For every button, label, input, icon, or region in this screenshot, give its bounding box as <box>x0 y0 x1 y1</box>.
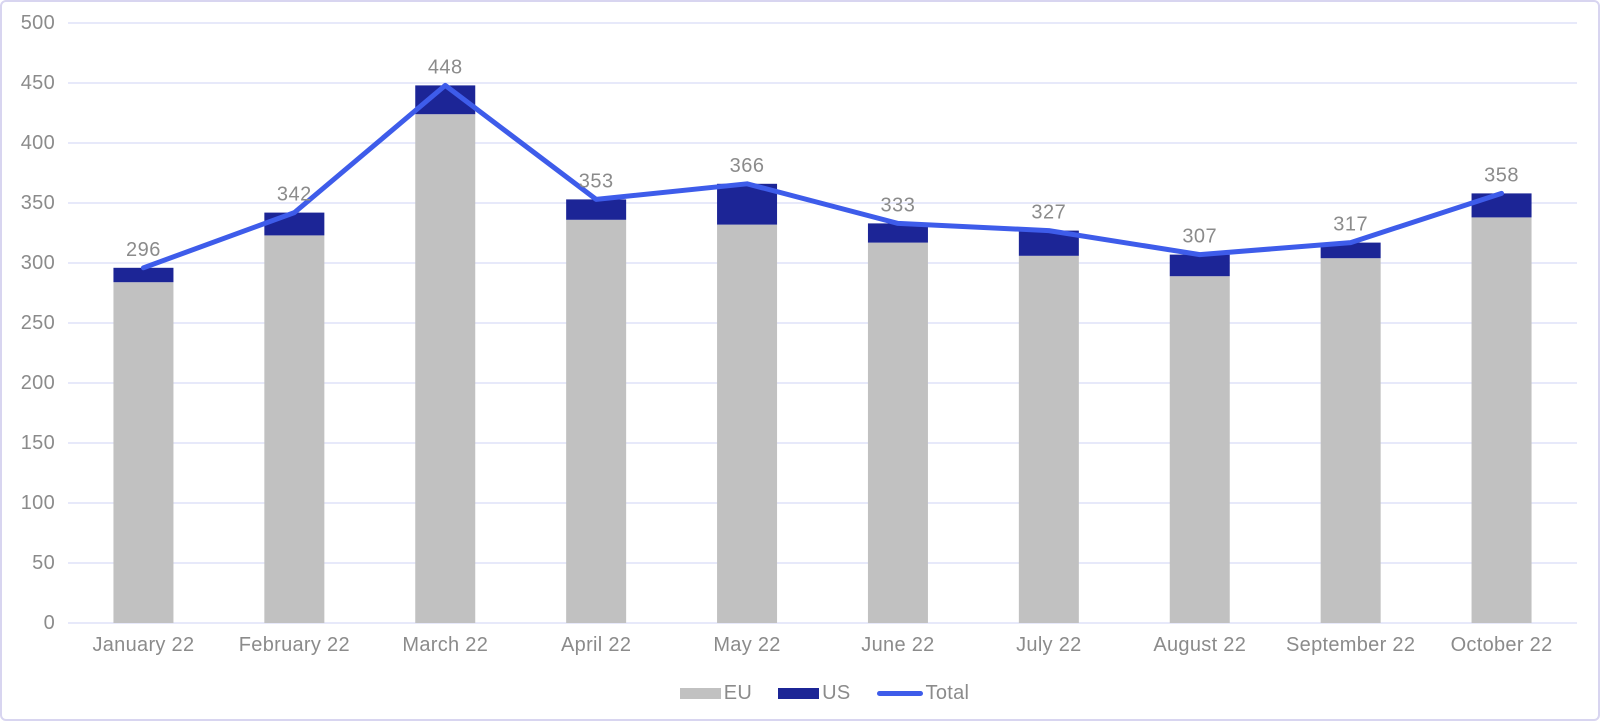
x-label-august-22: August 22 <box>1153 634 1246 656</box>
data-label-september-22: 317 <box>1333 214 1368 236</box>
legend-swatch-total <box>876 690 923 696</box>
y-tick-label-250: 250 <box>21 312 55 334</box>
y-tick-label-500: 500 <box>21 12 55 34</box>
data-label-january-22: 296 <box>126 239 161 261</box>
data-label-may-22: 366 <box>730 155 765 177</box>
data-label-march-22: 448 <box>428 56 463 78</box>
data-label-july-22: 327 <box>1031 202 1066 224</box>
y-tick-label-50: 50 <box>32 552 55 574</box>
x-label-march-22: March 22 <box>402 634 488 656</box>
legend-swatch-eu <box>679 687 721 699</box>
bar-us-january-22 <box>113 267 174 283</box>
y-tick-label-0: 0 <box>44 612 55 634</box>
bar-us-september-22 <box>1320 242 1381 259</box>
bar-eu-august-22 <box>1169 276 1230 623</box>
y-tick-label-150: 150 <box>21 432 55 454</box>
x-label-september-22: September 22 <box>1286 634 1415 656</box>
legend-item-total[interactable]: Total <box>876 682 970 704</box>
y-tick-label-350: 350 <box>21 192 55 214</box>
legend-item-us[interactable]: US <box>778 683 850 703</box>
bar-eu-march-22 <box>415 114 476 623</box>
bar-eu-october-22 <box>1471 217 1532 623</box>
x-label-april-22: April 22 <box>561 634 631 656</box>
bar-us-february-22 <box>264 212 325 236</box>
data-label-february-22: 342 <box>277 184 312 206</box>
legend-label-us: US <box>822 682 851 704</box>
y-tick-label-450: 450 <box>21 72 55 94</box>
legend-item-eu[interactable]: EU <box>679 682 753 704</box>
bar-us-april-22 <box>566 199 627 220</box>
legend-label-eu: EU <box>723 682 753 704</box>
data-label-august-22: 307 <box>1182 226 1217 248</box>
x-label-october-22: October 22 <box>1451 634 1553 656</box>
x-label-july-22: July 22 <box>1016 634 1081 656</box>
legend: EU US Total <box>70 680 1579 706</box>
y-tick-label-200: 200 <box>21 372 55 394</box>
legend-label-total: Total <box>925 682 970 704</box>
y-tick-label-100: 100 <box>21 492 55 514</box>
bar-eu-january-22 <box>113 282 174 623</box>
data-label-june-22: 333 <box>881 194 916 216</box>
data-label-october-22: 358 <box>1484 164 1519 186</box>
bar-eu-september-22 <box>1320 258 1381 623</box>
bar-us-june-22 <box>867 223 928 243</box>
y-tick-label-400: 400 <box>21 132 55 154</box>
bar-eu-april-22 <box>566 219 627 624</box>
x-label-june-22: June 22 <box>861 634 934 656</box>
bar-eu-february-22 <box>264 235 325 623</box>
bar-eu-may-22 <box>717 224 778 623</box>
bar-us-october-22 <box>1471 193 1532 218</box>
x-label-january-22: January 22 <box>92 634 194 656</box>
data-label-april-22: 353 <box>579 170 614 192</box>
bar-eu-june-22 <box>867 242 928 623</box>
x-label-may-22: May 22 <box>713 634 780 656</box>
x-label-february-22: February 22 <box>239 634 350 656</box>
y-tick-label-300: 300 <box>21 252 55 274</box>
total-line <box>140 82 1505 271</box>
bar-us-august-22 <box>1169 254 1230 277</box>
legend-swatch-us <box>778 687 820 699</box>
bar-eu-july-22 <box>1018 255 1079 624</box>
